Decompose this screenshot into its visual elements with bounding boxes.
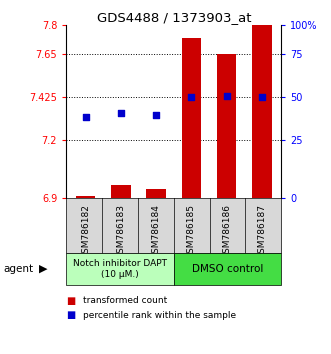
- Bar: [217, 54, 236, 198]
- Point: [83, 114, 88, 120]
- Text: percentile rank within the sample: percentile rank within the sample: [83, 310, 236, 320]
- Point: [224, 93, 229, 99]
- Point: [259, 94, 264, 100]
- Text: transformed count: transformed count: [83, 296, 167, 306]
- Text: agent: agent: [3, 264, 33, 274]
- Title: GDS4488 / 1373903_at: GDS4488 / 1373903_at: [97, 11, 251, 24]
- Text: ▶: ▶: [39, 264, 47, 274]
- Text: DMSO control: DMSO control: [192, 264, 263, 274]
- Bar: [76, 196, 95, 198]
- Bar: [146, 189, 166, 198]
- Text: ■: ■: [66, 296, 75, 306]
- Text: ■: ■: [66, 310, 75, 320]
- Bar: [182, 38, 201, 198]
- Bar: [252, 25, 271, 198]
- Point: [154, 113, 159, 118]
- Bar: [111, 185, 131, 198]
- Point: [118, 110, 123, 116]
- Text: Notch inhibitor DAPT
(10 μM.): Notch inhibitor DAPT (10 μM.): [73, 259, 167, 279]
- Point: [189, 94, 194, 100]
